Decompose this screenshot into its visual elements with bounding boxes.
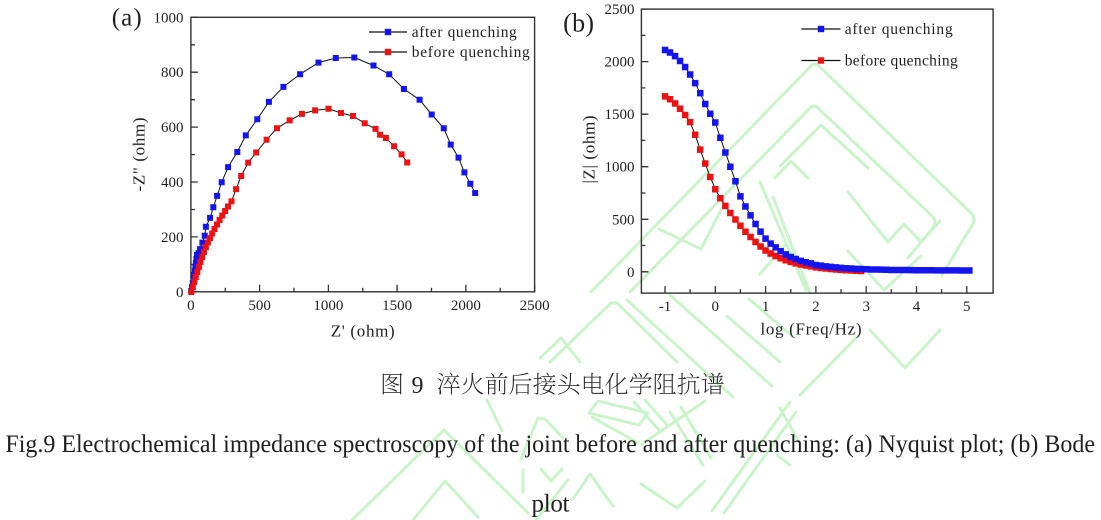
svg-text:400: 400 <box>161 175 184 191</box>
svg-text:5: 5 <box>963 299 971 315</box>
svg-text:(b): (b) <box>563 9 594 38</box>
svg-text:1: 1 <box>762 299 770 315</box>
svg-text:after quenching: after quenching <box>845 21 953 38</box>
svg-text:-1: -1 <box>659 299 672 315</box>
svg-text:0: 0 <box>712 299 720 315</box>
svg-text:log (Freq/Hz): log (Freq/Hz) <box>761 320 862 339</box>
svg-text:(a): (a) <box>112 5 142 32</box>
svg-text:2000: 2000 <box>605 55 635 71</box>
svg-text:500: 500 <box>248 298 271 314</box>
svg-text:500: 500 <box>612 212 635 228</box>
svg-text:1000: 1000 <box>313 298 343 314</box>
svg-text:2500: 2500 <box>605 2 635 18</box>
svg-text:before quenching: before quenching <box>412 44 530 61</box>
svg-text:9: 9 <box>412 373 424 399</box>
svg-text:2000: 2000 <box>451 298 481 314</box>
svg-text:200: 200 <box>161 230 184 246</box>
svg-text:0: 0 <box>627 265 635 281</box>
svg-text:1000: 1000 <box>605 160 635 176</box>
svg-text:2500: 2500 <box>520 298 550 314</box>
svg-text:before quenching: before quenching <box>845 53 958 70</box>
svg-text:Fig.9 Electrochemical impedanc: Fig.9 Electrochemical impedance spectros… <box>5 431 1095 458</box>
svg-text:4: 4 <box>913 299 921 315</box>
svg-text:1500: 1500 <box>605 107 635 123</box>
svg-text:2: 2 <box>812 299 820 315</box>
svg-text:-Z" (ohm): -Z" (ohm) <box>130 118 149 192</box>
svg-text:1500: 1500 <box>382 298 412 314</box>
svg-text:after quenching: after quenching <box>412 24 517 41</box>
svg-text:Z' (ohm): Z' (ohm) <box>331 322 395 341</box>
svg-text:0: 0 <box>187 298 195 314</box>
svg-text:3: 3 <box>862 299 870 315</box>
svg-text:600: 600 <box>161 120 184 136</box>
svg-text:1000: 1000 <box>154 10 184 26</box>
svg-text:|Z| (ohm): |Z| (ohm) <box>580 116 599 184</box>
svg-text:800: 800 <box>161 65 184 81</box>
svg-text:0: 0 <box>176 285 184 301</box>
svg-text:plot: plot <box>532 491 570 518</box>
